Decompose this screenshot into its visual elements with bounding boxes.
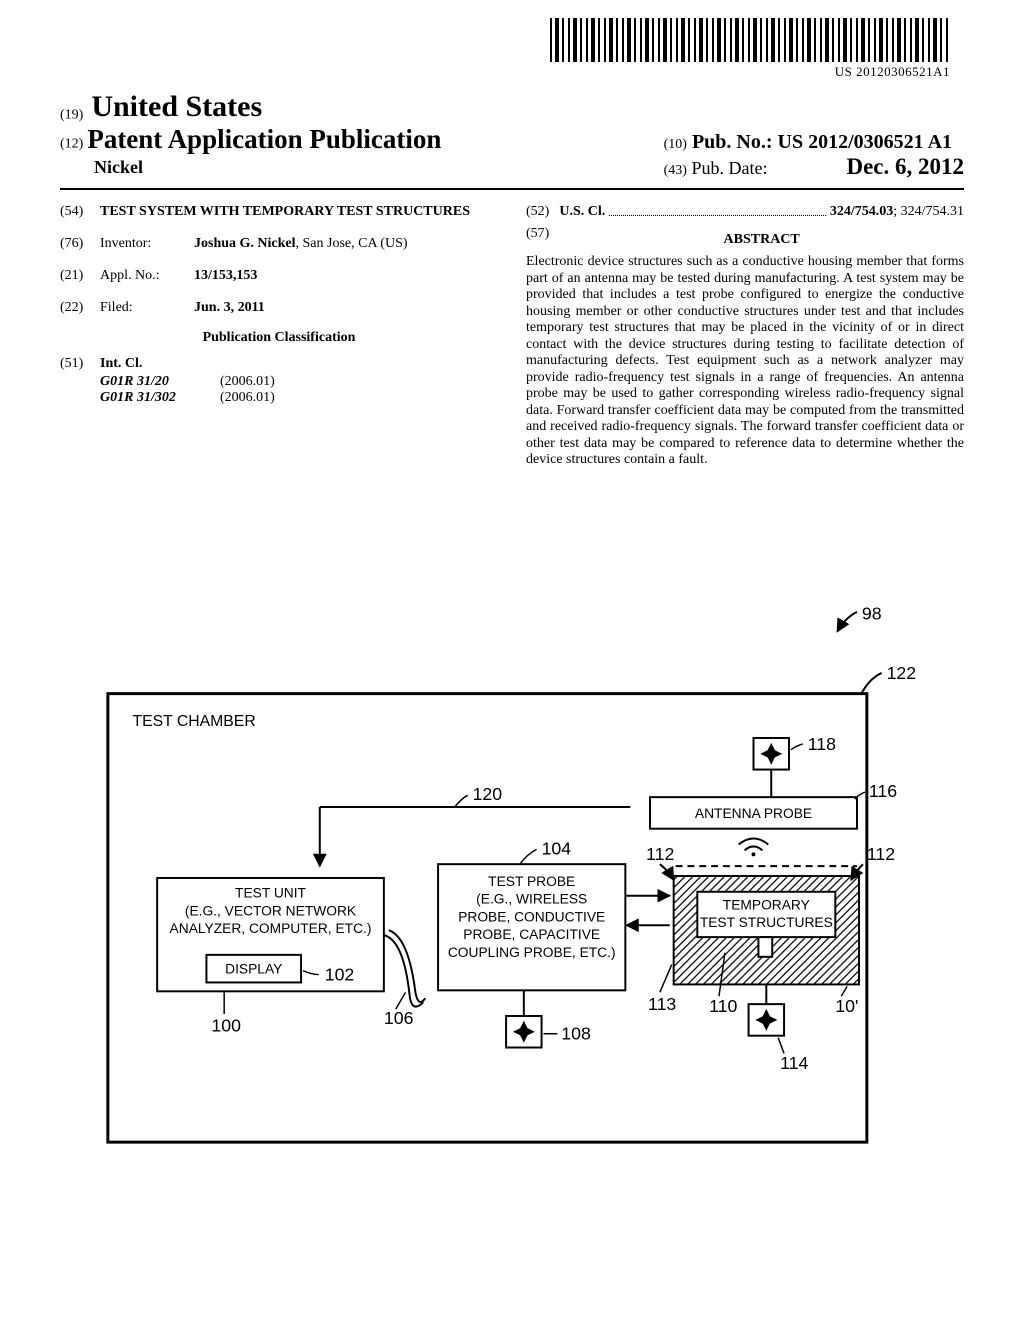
intcl-label: Int. Cl.	[100, 356, 142, 372]
uscl-secondary: ; 324/754.31	[893, 204, 964, 220]
code-22: (22)	[60, 300, 100, 316]
tts-l1: TEMPORARY	[723, 898, 810, 913]
header-rule	[60, 188, 964, 190]
invention-title: TEST SYSTEM WITH TEMPORARY TEST STRUCTUR…	[100, 204, 498, 220]
barcode-zone: US 20120306521A1	[550, 18, 950, 80]
abstract-text: Electronic device structures such as a c…	[526, 254, 964, 469]
code-52: (52)	[526, 204, 549, 220]
testunit-l3: ANALYZER, COMPUTER, ETC.)	[170, 921, 372, 936]
dots	[609, 204, 826, 216]
code-19: (19)	[60, 107, 83, 122]
pub-no-label: Pub. No.:	[692, 131, 773, 153]
testunit-l2: (E.G., VECTOR NETWORK	[185, 903, 357, 918]
code-12: (12)	[60, 136, 83, 151]
intcl-ver-0: (2006.01)	[220, 374, 275, 390]
intcl-list: G01R 31/20 (2006.01) G01R 31/302 (2006.0…	[100, 374, 498, 406]
ref-98: 98	[862, 604, 882, 624]
tts-l2: TEST STRUCTURES	[700, 915, 833, 930]
ref-106: 106	[384, 1008, 414, 1028]
code-54: (54)	[60, 204, 100, 220]
pubclass-head: Publication Classification	[60, 330, 498, 346]
applno-value: 13/153,153	[194, 268, 498, 284]
barcode-text: US 20120306521A1	[550, 64, 950, 80]
left-column: (54) TEST SYSTEM WITH TEMPORARY TEST STR…	[60, 204, 498, 469]
applno-label: Appl. No.:	[100, 268, 194, 284]
biblio-columns: (54) TEST SYSTEM WITH TEMPORARY TEST STR…	[60, 204, 964, 469]
uscl-label: U.S. Cl.	[559, 204, 605, 220]
ref-102: 102	[325, 964, 355, 984]
country: United States	[91, 90, 262, 124]
display-label: DISPLAY	[225, 962, 282, 977]
publication-type: Patent Application Publication	[87, 124, 441, 154]
testunit-l1: TEST UNIT	[235, 886, 307, 901]
ref-116: 116	[869, 781, 897, 801]
ref-108: 108	[561, 1024, 591, 1044]
ref-118: 118	[808, 734, 836, 754]
filed-label: Filed:	[100, 300, 194, 316]
ref-10p: 10'	[835, 996, 858, 1016]
code-43: (43)	[664, 163, 687, 178]
testprobe-l2: (E.G., WIRELESS	[476, 892, 587, 907]
pub-no: US 2012/0306521 A1	[778, 131, 952, 153]
ref-110: 110	[709, 996, 737, 1016]
inventor-loc: , San Jose, CA (US)	[296, 236, 408, 251]
code-76: (76)	[60, 236, 100, 252]
testprobe-l3: PROBE, CONDUCTIVE	[458, 909, 605, 924]
inventor-label: Inventor:	[100, 236, 194, 252]
inventor-name: Joshua G. Nickel	[194, 236, 296, 251]
inventor-surname: Nickel	[94, 157, 664, 178]
pub-date-label: Pub. Date:	[691, 158, 767, 178]
inventor-value: Joshua G. Nickel, San Jose, CA (US)	[194, 236, 498, 252]
antenna-probe-label: ANTENNA PROBE	[695, 806, 812, 821]
ref-100: 100	[211, 1016, 241, 1036]
testprobe-l5: COUPLING PROBE, ETC.)	[448, 945, 616, 960]
code-51: (51)	[60, 356, 100, 372]
pub-date: Dec. 6, 2012	[846, 154, 964, 179]
intcl-ver-1: (2006.01)	[220, 390, 275, 406]
ref-120: 120	[473, 784, 503, 804]
chamber-label: TEST CHAMBER	[133, 713, 256, 730]
barcode	[550, 18, 950, 62]
intcl-code-1: G01R 31/302	[100, 390, 220, 406]
code-21: (21)	[60, 268, 100, 284]
right-column: (52) U.S. Cl. 324/754.03 ; 324/754.31 (5…	[526, 204, 964, 469]
ref-112a: 112	[646, 844, 674, 864]
filed-value: Jun. 3, 2011	[194, 300, 498, 316]
ref-122: 122	[887, 663, 917, 683]
header: (19) United States (12) Patent Applicati…	[60, 90, 964, 180]
ref-112b: 112	[867, 844, 895, 864]
testprobe-l4: PROBE, CAPACITIVE	[463, 927, 600, 942]
code-10: (10)	[664, 137, 687, 152]
testprobe-l1: TEST PROBE	[488, 874, 575, 889]
uscl-primary: 324/754.03	[830, 204, 893, 220]
abstract-label: ABSTRACT	[559, 232, 964, 248]
ref-113: 113	[648, 994, 676, 1014]
ref-104: 104	[542, 838, 572, 858]
intcl-code-0: G01R 31/20	[100, 374, 220, 390]
figure: 98 122 TEST CHAMBER 118 ANTENNA PROBE 11…	[70, 600, 954, 1290]
code-57: (57)	[526, 226, 549, 254]
ref-114: 114	[780, 1053, 808, 1073]
